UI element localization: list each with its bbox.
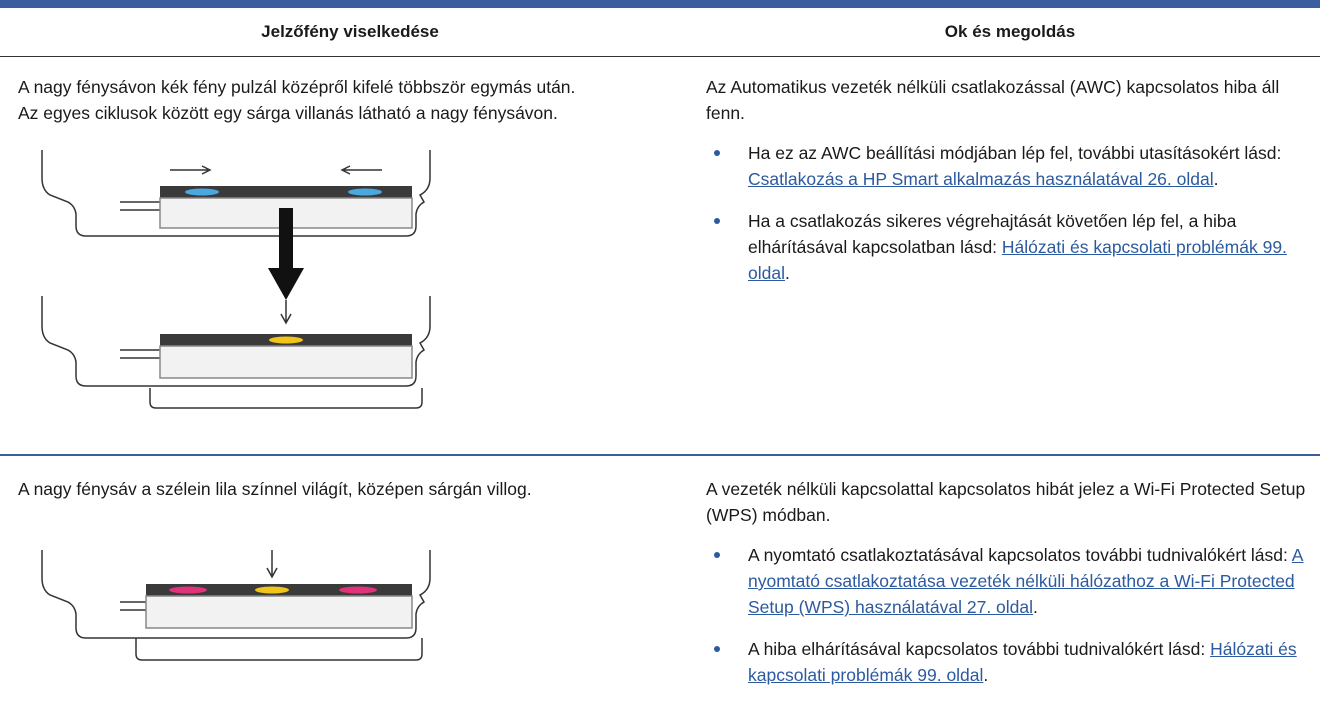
cause-text: Az Automatikus vezeték nélküli csatlakoz… [706,77,1280,123]
item-suffix: . [1033,597,1038,617]
solution-item: Ha ez az AWC beállítási módjában lép fel… [706,140,1306,192]
item-suffix: . [983,665,989,685]
item-link[interactable]: A nyomtató csatlakoztatása vezeték nélkü… [748,545,1304,617]
behavior-cell: A nagy fénysáv a szélein lila színnel vi… [18,476,698,502]
item-link[interactable]: Hálózati és kapcsolati problémák 99. old… [748,639,1297,685]
item-link[interactable]: Hálózati és kapcsolati problémák 99. old… [748,237,1287,283]
behavior-cell: A nagy fénysávon kék fény pulzál középrő… [18,74,698,126]
item-text: Ha ez az AWC beállítási módjában lép fel… [748,143,1282,163]
item-suffix: . [1213,169,1219,189]
item-suffix: . [784,263,790,283]
printer-illustration [41,550,431,661]
solution-item: A hiba elhárításával kapcsolatos további… [706,636,1306,688]
cause-cell: Az Automatikus vezeték nélküli csatlakoz… [706,74,1306,302]
solution-item: A nyomtató csatlakoztatásával kapcsolato… [706,542,1306,620]
item-text: A nyomtató csatlakoztatásával kapcsolato… [748,545,1292,565]
item-text: Ha a csatlakozás sikeres végrehajtását k… [748,211,1237,257]
behavior-line: A nagy fénysáv a szélein lila színnel vi… [18,479,532,499]
solution-item: Ha a csatlakozás sikeres végrehajtását k… [706,208,1306,286]
row-separator [0,454,1320,456]
top-bar [0,0,1320,8]
item-text: A hiba elhárításával kapcsolatos további… [748,639,1211,659]
cause-cell: A vezeték nélküli kapcsolattal kapcsolat… [706,476,1306,704]
printer-illustration [41,150,431,409]
behavior-line: A nagy fénysávon kék fény pulzál középrő… [18,77,576,97]
solution-list: Ha ez az AWC beállítási módjában lép fel… [706,140,1306,286]
solution-list: A nyomtató csatlakoztatásával kapcsolato… [706,542,1306,688]
item-link[interactable]: Csatlakozás a HP Smart alkalmazás haszná… [748,169,1214,189]
behavior-line: Az egyes ciklusok között egy sárga villa… [18,103,558,123]
header-line [0,56,1320,57]
column-header: Jelzőfény viselkedése [261,22,439,41]
column-header: Ok és megoldás [944,22,1076,41]
cause-text: A vezeték nélküli kapcsolattal kapcsolat… [706,479,1306,525]
